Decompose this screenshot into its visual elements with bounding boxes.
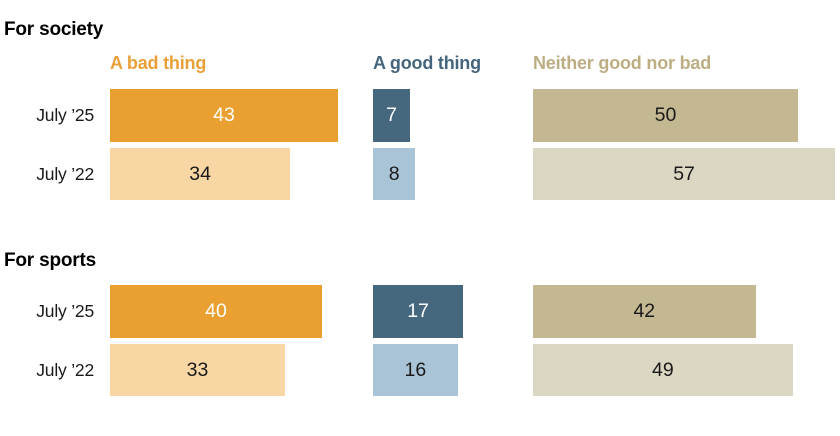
bar-society-july22-good: 8: [373, 148, 416, 200]
row-sports-july25: July ’25 40 17 42: [0, 285, 840, 338]
group-title-sports: For sports: [4, 250, 96, 271]
bar-sports-july25-bad: 40: [110, 285, 322, 338]
bar-society-july25-neither: 50: [533, 89, 798, 142]
legend-a-bad-thing: A bad thing: [110, 53, 207, 73]
row-label: July ’25: [36, 105, 94, 125]
legend-a-good-thing: A good thing: [373, 53, 481, 73]
bar-sports-july22-neither: 49: [533, 344, 793, 396]
row-label: July ’22: [36, 359, 94, 380]
row-label: July ’25: [36, 301, 94, 321]
bar-society-july25-bad: 43: [110, 89, 338, 142]
row-society-july25: July ’25 43 7 50: [0, 89, 840, 142]
legend-neither-good-nor-bad: Neither good nor bad: [533, 53, 711, 73]
row-sports-july22: July ’22 33 16 49: [0, 344, 840, 396]
bar-society-july22-neither: 57: [533, 148, 836, 200]
group-title-society: For society: [4, 19, 104, 40]
bar-society-july25-good: 7: [373, 89, 411, 142]
bar-sports-july25-neither: 42: [533, 285, 756, 338]
row-society-july22: July ’22 34 8 57: [0, 148, 840, 200]
bar-sports-july22-bad: 33: [110, 344, 285, 396]
row-label: July ’22: [36, 163, 94, 184]
bar-sports-july22-good: 16: [373, 344, 458, 396]
bar-sports-july25-good: 17: [373, 285, 464, 338]
bar-society-july22-bad: 34: [110, 148, 291, 200]
